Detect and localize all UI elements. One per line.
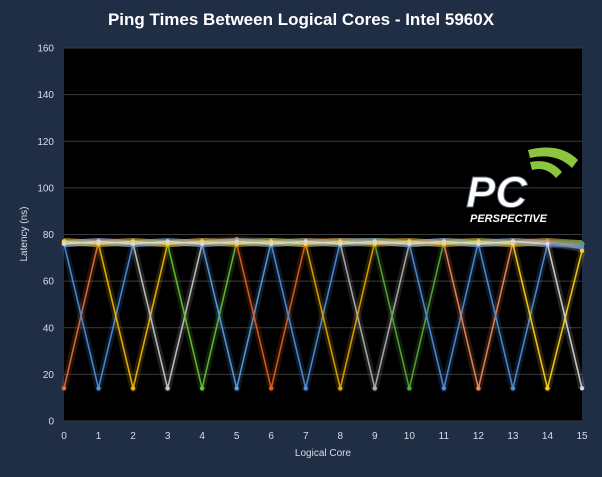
chart-title: Ping Times Between Logical Cores - Intel…: [107, 10, 495, 29]
y-tick-label: 60: [43, 277, 55, 288]
y-tick-label: 160: [37, 44, 54, 55]
x-tick-label: 7: [303, 431, 309, 442]
data-point: [579, 248, 585, 254]
x-tick-label: 5: [234, 431, 240, 442]
x-tick-labels: 0 1 2 3 4 5 6 7 8 9 10 11 12 13 14 15: [61, 431, 588, 442]
gridlines: [64, 47, 582, 422]
data-point: [545, 386, 550, 391]
logo-small-text: PERSPECTIVE: [470, 213, 548, 225]
y-tick-label: 80: [43, 230, 55, 241]
x-tick-label: 1: [96, 431, 102, 442]
x-tick-label: 4: [199, 431, 205, 442]
x-tick-label: 9: [372, 431, 378, 442]
x-tick-label: 14: [542, 431, 554, 442]
y-tick-label: 0: [48, 417, 54, 428]
x-tick-label: 6: [268, 431, 274, 442]
data-point: [96, 386, 101, 391]
data-point: [476, 241, 481, 247]
data-point: [579, 386, 585, 391]
x-tick-label: 10: [404, 431, 416, 442]
data-point: [441, 386, 447, 391]
series-layer: [60, 235, 586, 392]
x-axis-label: Logical Core: [295, 448, 352, 459]
pc-perspective-logo: PC PERSPECTIVE: [466, 147, 578, 225]
data-point: [372, 239, 377, 244]
data-point: [234, 386, 239, 391]
data-point: [510, 239, 516, 244]
x-tick-label: 8: [337, 431, 343, 442]
logo-big-text: PC: [466, 168, 528, 217]
y-tick-label: 140: [37, 90, 54, 101]
data-point: [476, 386, 481, 391]
x-tick-label: 15: [576, 431, 588, 442]
y-tick-label: 20: [43, 370, 55, 381]
data-point: [303, 386, 308, 391]
y-tick-label: 120: [37, 137, 54, 148]
y-tick-labels: 0 20 40 60 80 100 120 140 160: [37, 44, 54, 428]
series-line: [63, 240, 583, 389]
data-point: [407, 241, 412, 247]
data-point: [61, 241, 67, 247]
x-tick-label: 0: [61, 431, 67, 442]
data-point: [338, 386, 343, 391]
x-tick-label: 12: [473, 431, 485, 442]
data-point: [545, 241, 550, 247]
data-point: [96, 239, 101, 244]
data-point: [130, 386, 136, 391]
data-point: [130, 241, 136, 247]
data-point: [269, 241, 274, 247]
data-point: [510, 386, 516, 391]
data-point: [234, 239, 239, 244]
data-point: [269, 386, 274, 391]
data-point: [199, 386, 205, 391]
logo-arc-outer: [528, 147, 578, 168]
data-point: [165, 386, 170, 391]
series: [61, 238, 586, 391]
data-point: [407, 386, 412, 391]
x-tick-label: 2: [130, 431, 136, 442]
data-point: [338, 241, 343, 247]
y-tick-label: 40: [43, 323, 55, 334]
data-point: [441, 239, 447, 244]
x-tick-label: 11: [439, 431, 450, 442]
data-point: [199, 241, 205, 247]
y-tick-label: 100: [37, 183, 54, 194]
x-tick-label: 3: [165, 431, 171, 442]
logo-arc-inner: [530, 161, 562, 178]
data-point: [372, 386, 377, 391]
x-tick-label: 13: [507, 431, 519, 442]
data-point: [61, 386, 67, 391]
y-axis-label: Latency (ns): [19, 206, 30, 261]
data-point: [165, 239, 170, 244]
data-point: [303, 239, 308, 244]
